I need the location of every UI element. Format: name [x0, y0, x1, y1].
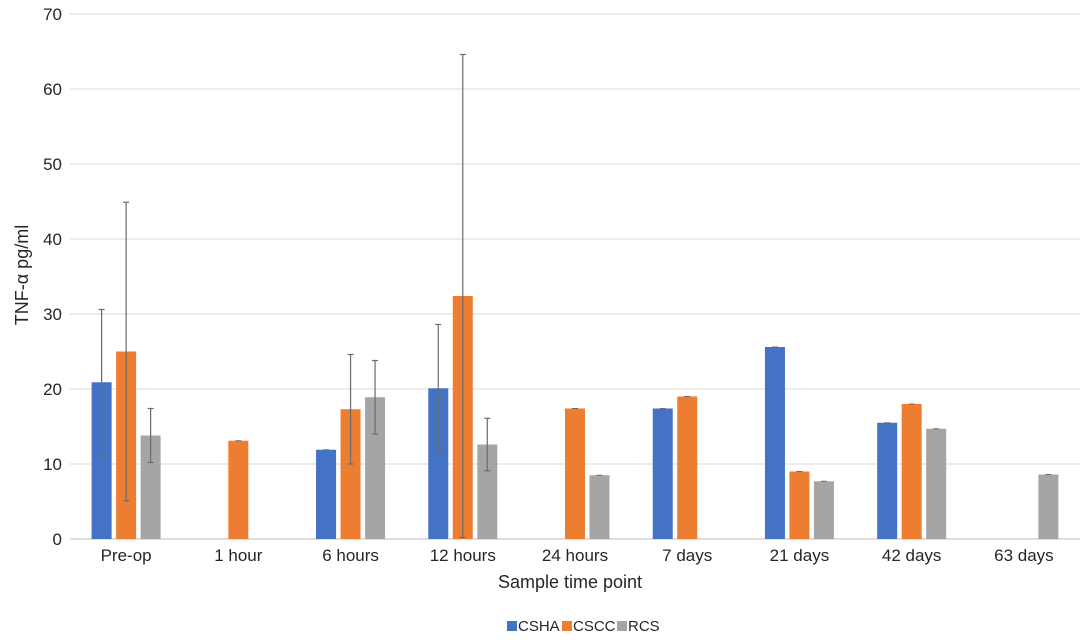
bar-rcs-0	[140, 435, 161, 539]
x-tick-label: 1 hour	[214, 546, 263, 565]
legend-swatch-cscc	[562, 621, 572, 631]
bar-rcs-3	[477, 444, 498, 539]
bar-csha-0	[91, 382, 112, 539]
bar-rcs-7	[926, 428, 947, 539]
x-tick-label: 7 days	[662, 546, 712, 565]
bar-rcs-4	[589, 475, 610, 539]
y-tick-label: 30	[43, 305, 62, 324]
bar-rcs-2	[365, 397, 386, 539]
legend-label-cscc: CSCC	[573, 618, 616, 635]
legend: CSHA CSCC RCS	[507, 618, 660, 635]
y-tick-label: 10	[43, 455, 62, 474]
y-tick-label: 70	[43, 5, 62, 24]
x-axis-title: Sample time point	[498, 572, 642, 592]
x-tick-label: 63 days	[994, 546, 1054, 565]
legend-label-rcs: RCS	[628, 618, 660, 635]
y-tick-label: 20	[43, 380, 62, 399]
x-tick-label: 6 hours	[322, 546, 379, 565]
x-tick-label: 42 days	[882, 546, 942, 565]
x-tick-label: 21 days	[770, 546, 830, 565]
bar-cscc-7	[901, 404, 922, 539]
x-tick-label: 24 hours	[542, 546, 608, 565]
bar-cscc-1	[228, 440, 249, 539]
bar-cscc-5	[677, 396, 698, 539]
bar-cscc-2	[340, 409, 361, 539]
y-axis-title: TNF-α pg/ml	[12, 225, 32, 325]
bar-csha-7	[877, 422, 898, 539]
bar-csha-5	[652, 408, 673, 539]
y-tick-label: 0	[53, 530, 62, 549]
bar-cscc-4	[565, 408, 585, 539]
x-tick-label: 12 hours	[430, 546, 496, 565]
bar-csha-6	[764, 347, 785, 539]
error-bars	[98, 53, 1052, 539]
y-tick-label: 50	[43, 155, 62, 174]
y-tick-label: 60	[43, 80, 62, 99]
x-tick-labels: Pre-op 1 hour 6 hours 12 hours 24 hours 7 day…	[101, 546, 1054, 565]
bar-cscc-6	[789, 471, 810, 539]
bar-csha-2	[316, 449, 337, 539]
legend-swatch-rcs	[617, 621, 627, 631]
y-tick-labels: 0 10 20 30 40 50 60 70	[43, 5, 62, 549]
bar-rcs-6	[813, 481, 834, 539]
y-tick-label: 40	[43, 230, 62, 249]
legend-label-csha: CSHA	[518, 618, 560, 635]
x-tick-label: Pre-op	[101, 546, 152, 565]
bars	[91, 296, 1059, 539]
bar-rcs-8	[1038, 474, 1059, 539]
bar-csha-3	[428, 388, 449, 539]
legend-swatch-csha	[507, 621, 517, 631]
